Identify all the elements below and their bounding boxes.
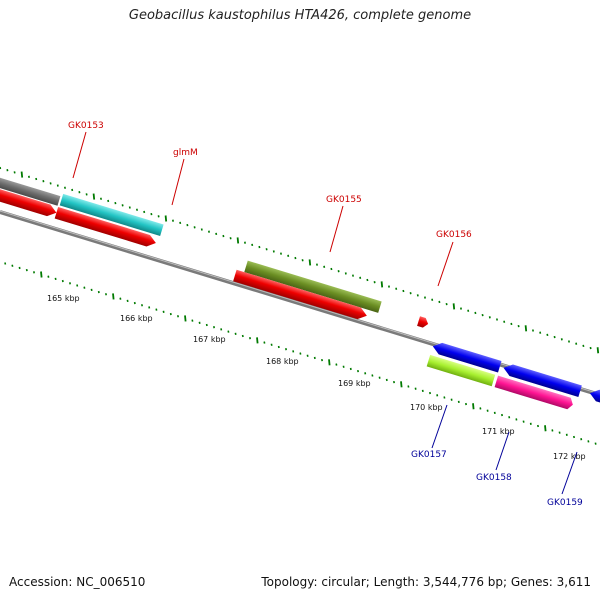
gene-label-glmm[interactable]: glmM xyxy=(173,148,198,158)
major-tick xyxy=(328,359,331,366)
gene-callout-lines xyxy=(72,131,578,495)
major-tick xyxy=(524,325,528,332)
ruler-label: 166 kbp xyxy=(120,314,153,323)
ruler-label: 170 kbp xyxy=(410,403,443,412)
gene-gk0157-bar[interactable] xyxy=(426,354,496,387)
gene-label-gk0157[interactable]: GK0157 xyxy=(411,450,447,460)
gene-gk0155-bar[interactable] xyxy=(244,260,382,313)
major-tick xyxy=(40,271,43,278)
major-tick xyxy=(20,171,24,178)
gene-arrow-blue-1[interactable] xyxy=(431,341,502,373)
gene-arrow-red-1[interactable] xyxy=(0,179,58,219)
genome-stats-text: Topology: circular; Length: 3,544,776 bp… xyxy=(261,575,591,589)
gene-arrow-blue-2[interactable] xyxy=(502,362,582,397)
gene-labels: GK0153 glmM GK0155 GK0156 GK0157 GK0158 … xyxy=(68,121,583,508)
ruler-label: 167 kbp xyxy=(193,335,226,344)
gene-glmm-bar[interactable] xyxy=(59,193,164,236)
ruler-label: 168 kbp xyxy=(266,357,299,366)
gene-label-gk0158[interactable]: GK0158 xyxy=(476,473,512,483)
gene-label-gk0155[interactable]: GK0155 xyxy=(326,195,362,205)
gene-arrow-red-2[interactable] xyxy=(54,206,158,249)
gene-label-gk0159[interactable]: GK0159 xyxy=(547,498,583,508)
gene-label-gk0156[interactable]: GK0156 xyxy=(436,230,472,240)
ruler-labels: 165 kbp 166 kbp 167 kbp 168 kbp 169 kbp … xyxy=(47,294,586,461)
major-tick xyxy=(184,315,187,322)
major-tick xyxy=(400,381,403,388)
tick-dots-layer xyxy=(0,166,600,445)
gene-gk0158-bar[interactable] xyxy=(494,375,575,411)
ruler-label: 169 kbp xyxy=(338,379,371,388)
gene-arrow-red-3[interactable] xyxy=(233,269,368,322)
accession-text: Accession: NC_006510 xyxy=(9,575,146,589)
ruler-label: 165 kbp xyxy=(47,294,80,303)
gene-label-gk0153[interactable]: GK0153 xyxy=(68,121,104,131)
major-tick xyxy=(452,303,456,310)
major-tick xyxy=(112,293,115,300)
major-tick xyxy=(380,281,384,288)
map-title: Geobacillus kaustophilus HTA426, complet… xyxy=(128,8,472,23)
major-tick xyxy=(544,425,547,432)
major-tick xyxy=(256,337,259,344)
ruler-label: 171 kbp xyxy=(482,427,515,436)
major-tick xyxy=(596,347,600,354)
gene-gk0156-bar[interactable] xyxy=(417,316,429,328)
major-tick xyxy=(164,215,168,222)
major-tick xyxy=(472,403,475,410)
major-tick xyxy=(92,193,96,200)
ruler-label: 172 kbp xyxy=(553,452,586,461)
major-tick xyxy=(236,237,240,244)
gene-gk0153-bar[interactable] xyxy=(0,159,61,206)
major-tick xyxy=(308,259,312,266)
